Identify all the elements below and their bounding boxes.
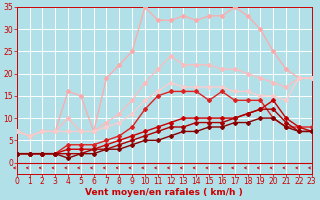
X-axis label: Vent moyen/en rafales ( km/h ): Vent moyen/en rafales ( km/h ) <box>85 188 243 197</box>
